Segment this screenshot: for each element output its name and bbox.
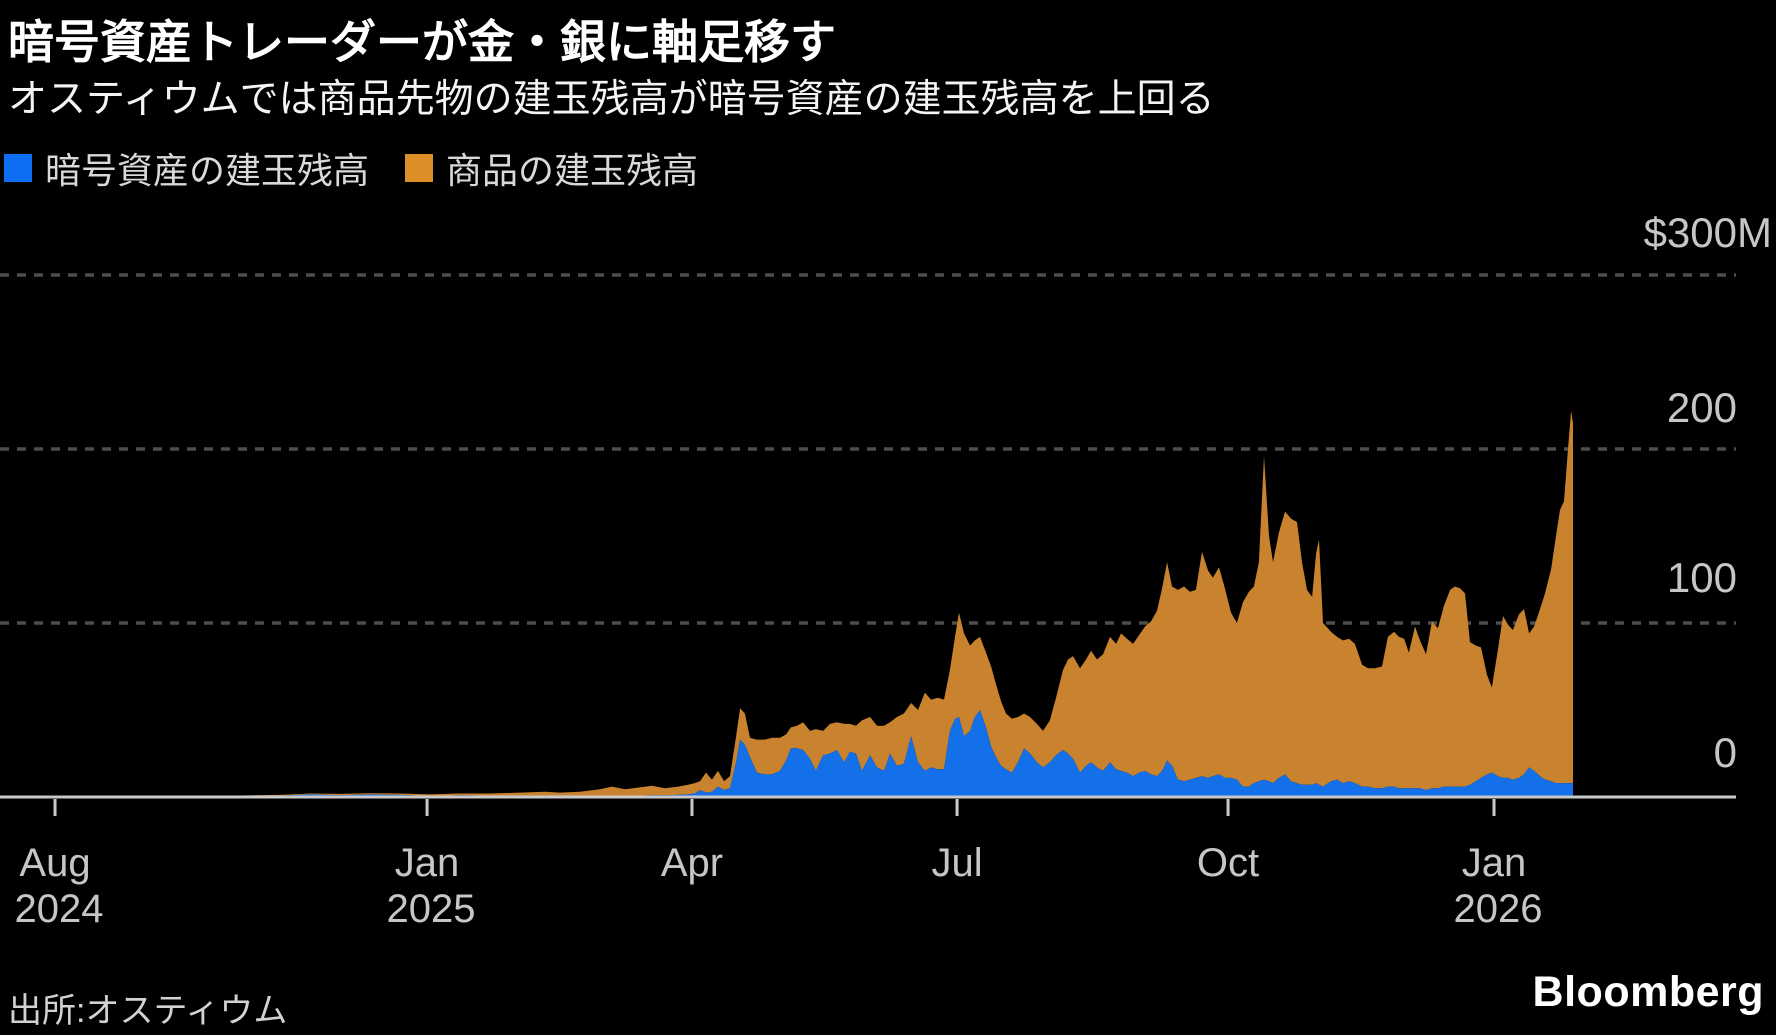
legend-item-commodity: 商品の建玉残高 xyxy=(405,142,698,194)
crypto-area-series xyxy=(0,710,1573,797)
x-tick-year-1: 2025 xyxy=(386,887,476,931)
bloomberg-logo: Bloomberg xyxy=(1532,968,1764,1016)
legend-item-crypto: 暗号資産の建玉残高 xyxy=(4,142,369,194)
chart-subtitle: オスティウムでは商品先物の建玉残高が暗号資産の建玉残高を上回る xyxy=(8,78,1215,121)
source-note: 出所:オスティウム xyxy=(8,992,288,1030)
y-axis-label-0: 0 xyxy=(1713,729,1737,776)
y-axis-label-200: 200 xyxy=(1666,384,1737,431)
commodity-area-series xyxy=(0,410,1573,797)
x-tick-year-5: 2026 xyxy=(1453,887,1543,931)
x-tick-month-1: Jan xyxy=(394,841,460,885)
x-tick-month-2: Apr xyxy=(660,841,724,885)
crypto-legend-label: 暗号資産の建玉残高 xyxy=(45,150,370,191)
x-tick-month-4: Oct xyxy=(1196,841,1260,885)
x-tick-month-0: Aug xyxy=(19,841,91,885)
crypto-legend-swatch xyxy=(4,154,32,182)
commodity-legend-label: 商品の建玉残高 xyxy=(446,150,699,191)
x-tick-year-0: 2024 xyxy=(14,887,104,931)
y-axis-label-100: 100 xyxy=(1666,554,1737,601)
y-axis-label-300: $300M xyxy=(1643,209,1772,256)
commodity-legend-swatch xyxy=(405,154,434,182)
chart-title: 暗号資産トレーダーが金・銀に軸足移す xyxy=(8,16,836,68)
x-tick-month-3: Jul xyxy=(931,841,983,885)
legend: 暗号資産の建玉残高 商品の建玉残高 xyxy=(4,142,698,194)
x-tick-month-5: Jan xyxy=(1461,841,1527,885)
